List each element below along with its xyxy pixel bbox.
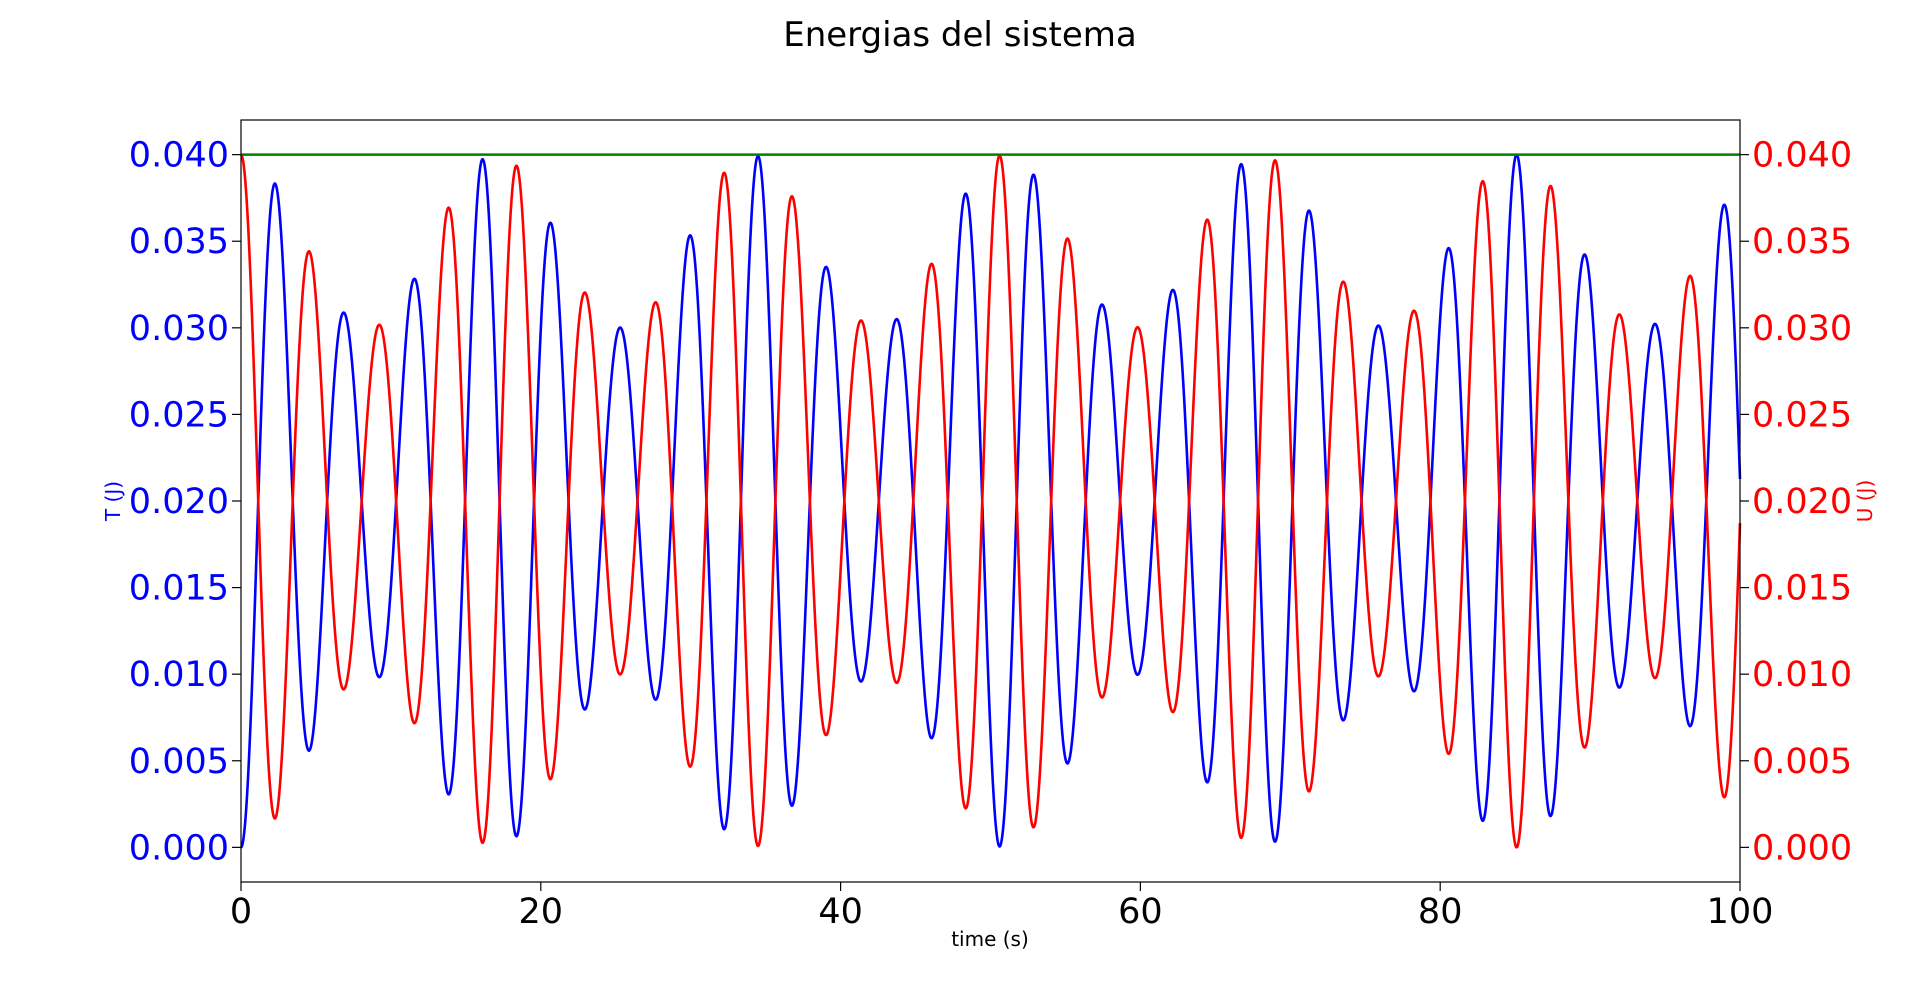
plot-area: [240, 119, 1742, 883]
y-tick-label-left: 0.035: [129, 222, 229, 262]
y-tick-label-left: 0.040: [129, 136, 229, 176]
x-ticks: 0 20 40 60 80 100: [230, 882, 1774, 932]
y-ticks-left: 0.000 0.005 0.010 0.015 0.020 0.025 0.030 0.035…: [129, 136, 241, 868]
y-axis-label-left: T (J): [101, 481, 125, 522]
x-tick-label: 60: [1118, 892, 1163, 932]
y-tick-label-right: 0.010: [1752, 655, 1852, 695]
y-axis-label-right: U (J): [1853, 480, 1877, 523]
x-tick-label: 20: [519, 892, 564, 932]
y-tick-label-left: 0.005: [129, 742, 229, 782]
x-tick-label: 80: [1418, 892, 1463, 932]
x-tick-label: 40: [818, 892, 863, 932]
y-tick-label-right: 0.025: [1752, 395, 1852, 435]
series-group: [240, 153, 1742, 849]
y-tick-label-right: 0.005: [1752, 742, 1852, 782]
y-tick-label-right: 0.040: [1752, 136, 1852, 176]
x-tick-label: 100: [1707, 892, 1774, 932]
x-axis-label: time (s): [951, 927, 1029, 951]
x-tick-label: 0: [230, 892, 252, 932]
y-tick-label-left: 0.030: [129, 309, 229, 349]
y-tick-label-left: 0.010: [129, 655, 229, 695]
y-tick-label-left: 0.025: [129, 395, 229, 435]
y-tick-label-left: 0.015: [129, 569, 229, 609]
y-tick-label-left: 0.020: [129, 482, 229, 522]
y-ticks-right: 0.000 0.005 0.010 0.015 0.020 0.025 0.030 0.035…: [1740, 136, 1852, 868]
y-tick-label-right: 0.035: [1752, 222, 1852, 262]
chart-title: Energias del sistema: [783, 15, 1137, 55]
y-tick-label-right: 0.000: [1752, 828, 1852, 868]
series-T-line: [240, 153, 1742, 849]
series-U-line: [240, 153, 1742, 849]
y-tick-label-left: 0.000: [129, 828, 229, 868]
y-tick-label-right: 0.020: [1752, 482, 1852, 522]
y-tick-label-right: 0.030: [1752, 309, 1852, 349]
y-tick-label-right: 0.015: [1752, 569, 1852, 609]
